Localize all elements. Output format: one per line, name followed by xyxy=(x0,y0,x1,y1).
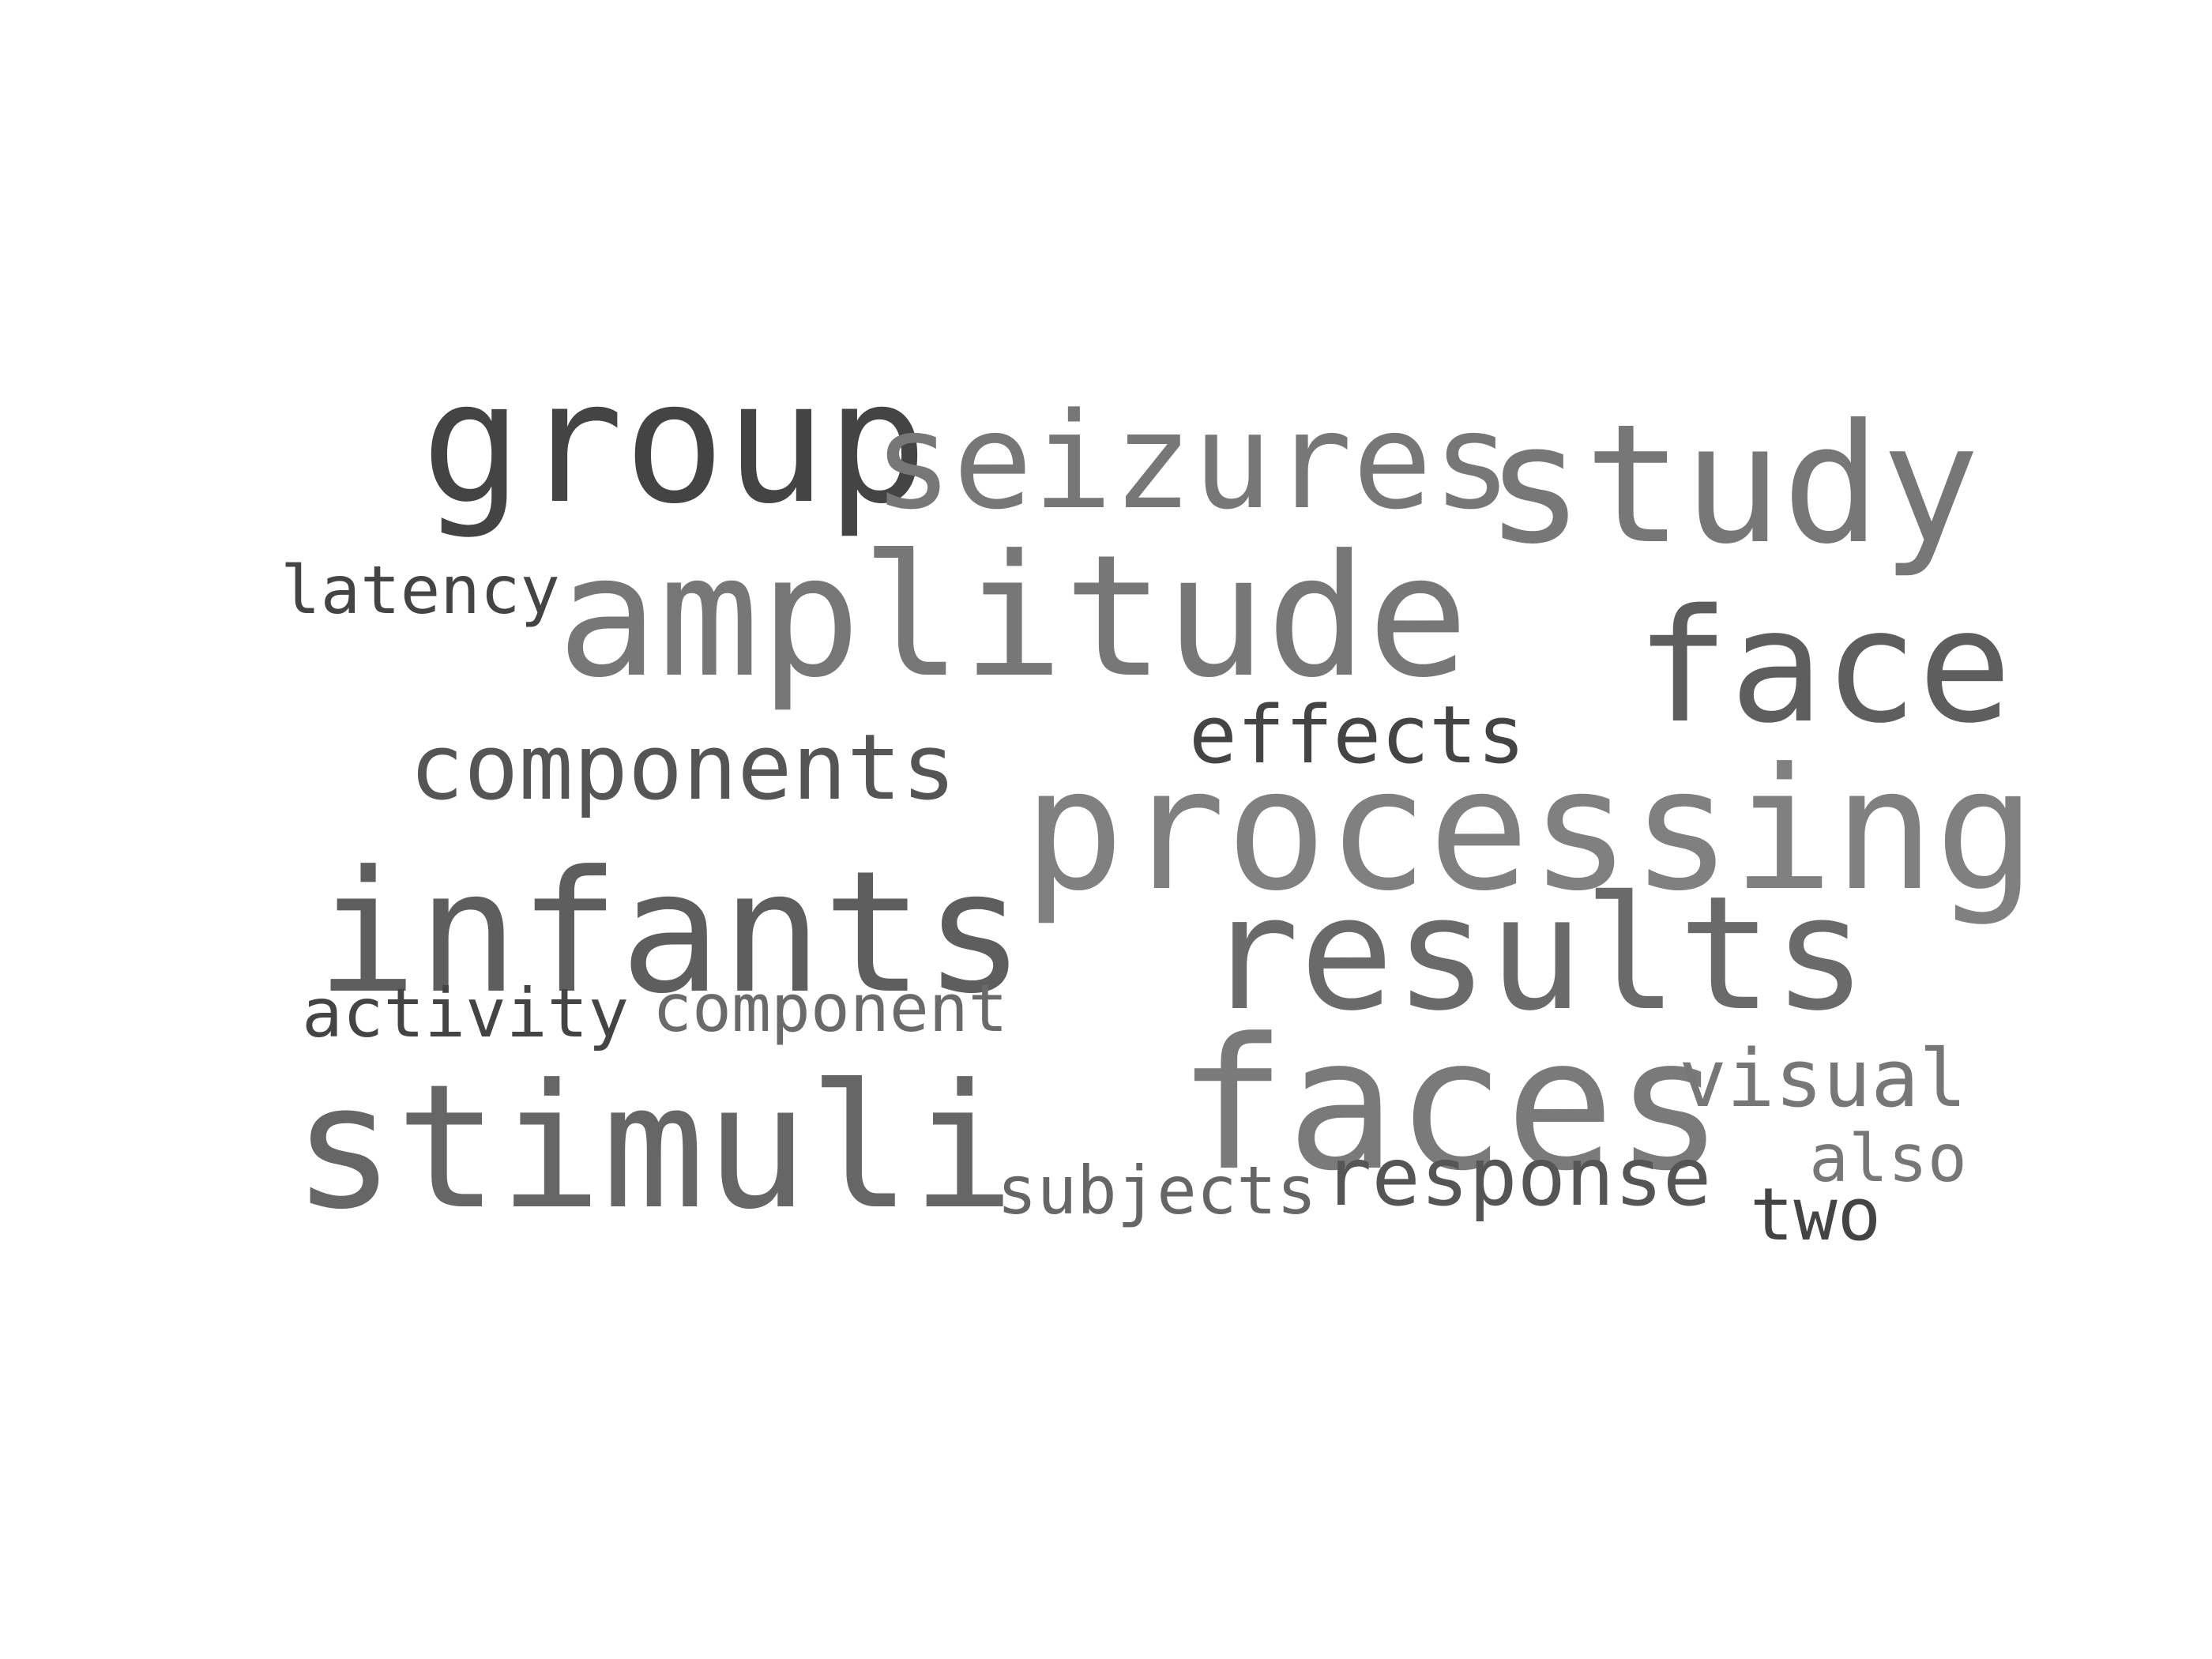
word-effects: effects xyxy=(1189,688,1525,781)
word-amplitude: amplitude xyxy=(557,519,1469,715)
word-response: response xyxy=(1323,1130,1712,1224)
word-visual: visual xyxy=(1679,1032,1967,1125)
word-activity: activity xyxy=(302,974,630,1053)
word-components: components xyxy=(409,715,957,821)
word-face: face xyxy=(1635,575,2012,758)
word-group: group xyxy=(421,345,928,541)
word-faces: faces xyxy=(1177,1000,1725,1211)
word-results: results xyxy=(1205,862,1868,1045)
word-two: two xyxy=(1750,1172,1882,1257)
word-latency: latency xyxy=(280,551,561,629)
word-processing: processing xyxy=(1023,732,2037,928)
word-subjects: subjects xyxy=(997,1152,1317,1229)
word-seizures: seizures xyxy=(873,384,1513,539)
word-study: study xyxy=(1485,389,1981,581)
word-also: also xyxy=(1809,1120,1967,1197)
word-stimuli: stimuli xyxy=(292,1048,1015,1247)
word-infants: infants xyxy=(316,835,1025,1031)
word-component: component xyxy=(653,970,1008,1047)
